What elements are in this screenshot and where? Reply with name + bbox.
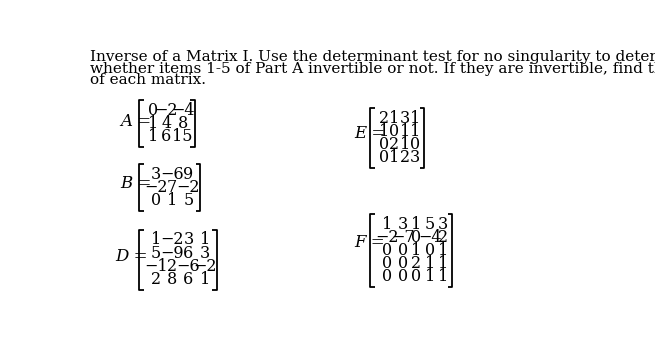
- Text: −9: −9: [160, 245, 184, 262]
- Text: −2: −2: [160, 232, 184, 249]
- Text: 0: 0: [379, 136, 389, 153]
- Text: 1: 1: [148, 115, 158, 132]
- Text: 1: 1: [167, 192, 178, 209]
- Text: E =: E =: [354, 125, 386, 142]
- Text: whether items 1-5 of Part A invertible or not. If they are invertible, find the : whether items 1-5 of Part A invertible o…: [90, 62, 655, 76]
- Text: 1: 1: [200, 271, 210, 288]
- Text: B =: B =: [121, 175, 152, 192]
- Text: 1: 1: [424, 255, 435, 272]
- Text: 0: 0: [411, 229, 422, 246]
- Text: 0: 0: [148, 102, 158, 119]
- Text: 2: 2: [151, 271, 161, 288]
- Text: 1: 1: [379, 123, 389, 140]
- Text: of each matrix.: of each matrix.: [90, 73, 206, 87]
- Text: 2: 2: [379, 110, 389, 127]
- Text: −1: −1: [144, 258, 168, 275]
- Text: 0: 0: [398, 242, 408, 259]
- Text: 1: 1: [200, 232, 210, 249]
- Text: 2: 2: [411, 255, 422, 272]
- Text: 9: 9: [183, 166, 194, 183]
- Text: 8: 8: [167, 271, 178, 288]
- Text: 1: 1: [389, 149, 400, 166]
- Text: 6: 6: [161, 128, 172, 145]
- Text: F =: F =: [354, 234, 385, 251]
- Text: 1: 1: [438, 268, 448, 285]
- Text: Inverse of a Matrix I. Use the determinant test for no singularity to determine: Inverse of a Matrix I. Use the determina…: [90, 50, 655, 64]
- Text: 3: 3: [400, 110, 410, 127]
- Text: 2: 2: [167, 258, 178, 275]
- Text: −2: −2: [155, 102, 178, 119]
- Text: −6: −6: [177, 258, 200, 275]
- Text: 1: 1: [438, 242, 448, 259]
- Text: 3: 3: [151, 166, 161, 183]
- Text: 1: 1: [410, 110, 421, 127]
- Text: 1: 1: [148, 128, 158, 145]
- Text: 0: 0: [382, 268, 392, 285]
- Text: 5: 5: [424, 216, 435, 233]
- Text: 0: 0: [151, 192, 161, 209]
- Text: 3: 3: [200, 245, 210, 262]
- Text: D =: D =: [115, 248, 147, 265]
- Text: 1: 1: [410, 123, 421, 140]
- Text: 0: 0: [425, 242, 435, 259]
- Text: 1: 1: [438, 255, 448, 272]
- Text: 6: 6: [183, 245, 194, 262]
- Text: 1: 1: [382, 216, 392, 233]
- Text: 0: 0: [410, 136, 421, 153]
- Text: 7: 7: [167, 179, 178, 196]
- Text: 3: 3: [398, 216, 408, 233]
- Text: 2: 2: [389, 136, 400, 153]
- Text: 1: 1: [151, 232, 161, 249]
- Text: 5: 5: [151, 245, 161, 262]
- Text: 4: 4: [161, 115, 172, 132]
- Text: 3: 3: [410, 149, 421, 166]
- Text: 1: 1: [400, 136, 410, 153]
- Text: 0: 0: [379, 149, 389, 166]
- Text: 0: 0: [411, 268, 422, 285]
- Text: 0: 0: [382, 255, 392, 272]
- Text: −2: −2: [193, 258, 216, 275]
- Text: −2: −2: [177, 179, 200, 196]
- Text: −4: −4: [171, 102, 195, 119]
- Text: 0: 0: [398, 268, 408, 285]
- Text: 3: 3: [438, 216, 448, 233]
- Text: 1: 1: [411, 216, 422, 233]
- Text: 1: 1: [424, 268, 435, 285]
- Text: 8: 8: [178, 115, 188, 132]
- Text: 0: 0: [382, 242, 392, 259]
- Text: 6: 6: [183, 271, 194, 288]
- Text: −2: −2: [144, 179, 168, 196]
- Text: 1: 1: [411, 242, 422, 259]
- Text: −7: −7: [391, 229, 415, 246]
- Text: 0: 0: [398, 255, 408, 272]
- Text: A =: A =: [121, 113, 152, 130]
- Text: −6: −6: [160, 166, 184, 183]
- Text: −4: −4: [418, 229, 441, 246]
- Text: 5: 5: [183, 192, 194, 209]
- Text: 3: 3: [183, 232, 194, 249]
- Text: 2: 2: [400, 149, 410, 166]
- Text: −2: −2: [375, 229, 399, 246]
- Text: 0: 0: [389, 123, 400, 140]
- Text: 1: 1: [389, 110, 400, 127]
- Text: 15: 15: [172, 128, 193, 145]
- Text: 1: 1: [400, 123, 410, 140]
- Text: 2: 2: [438, 229, 448, 246]
